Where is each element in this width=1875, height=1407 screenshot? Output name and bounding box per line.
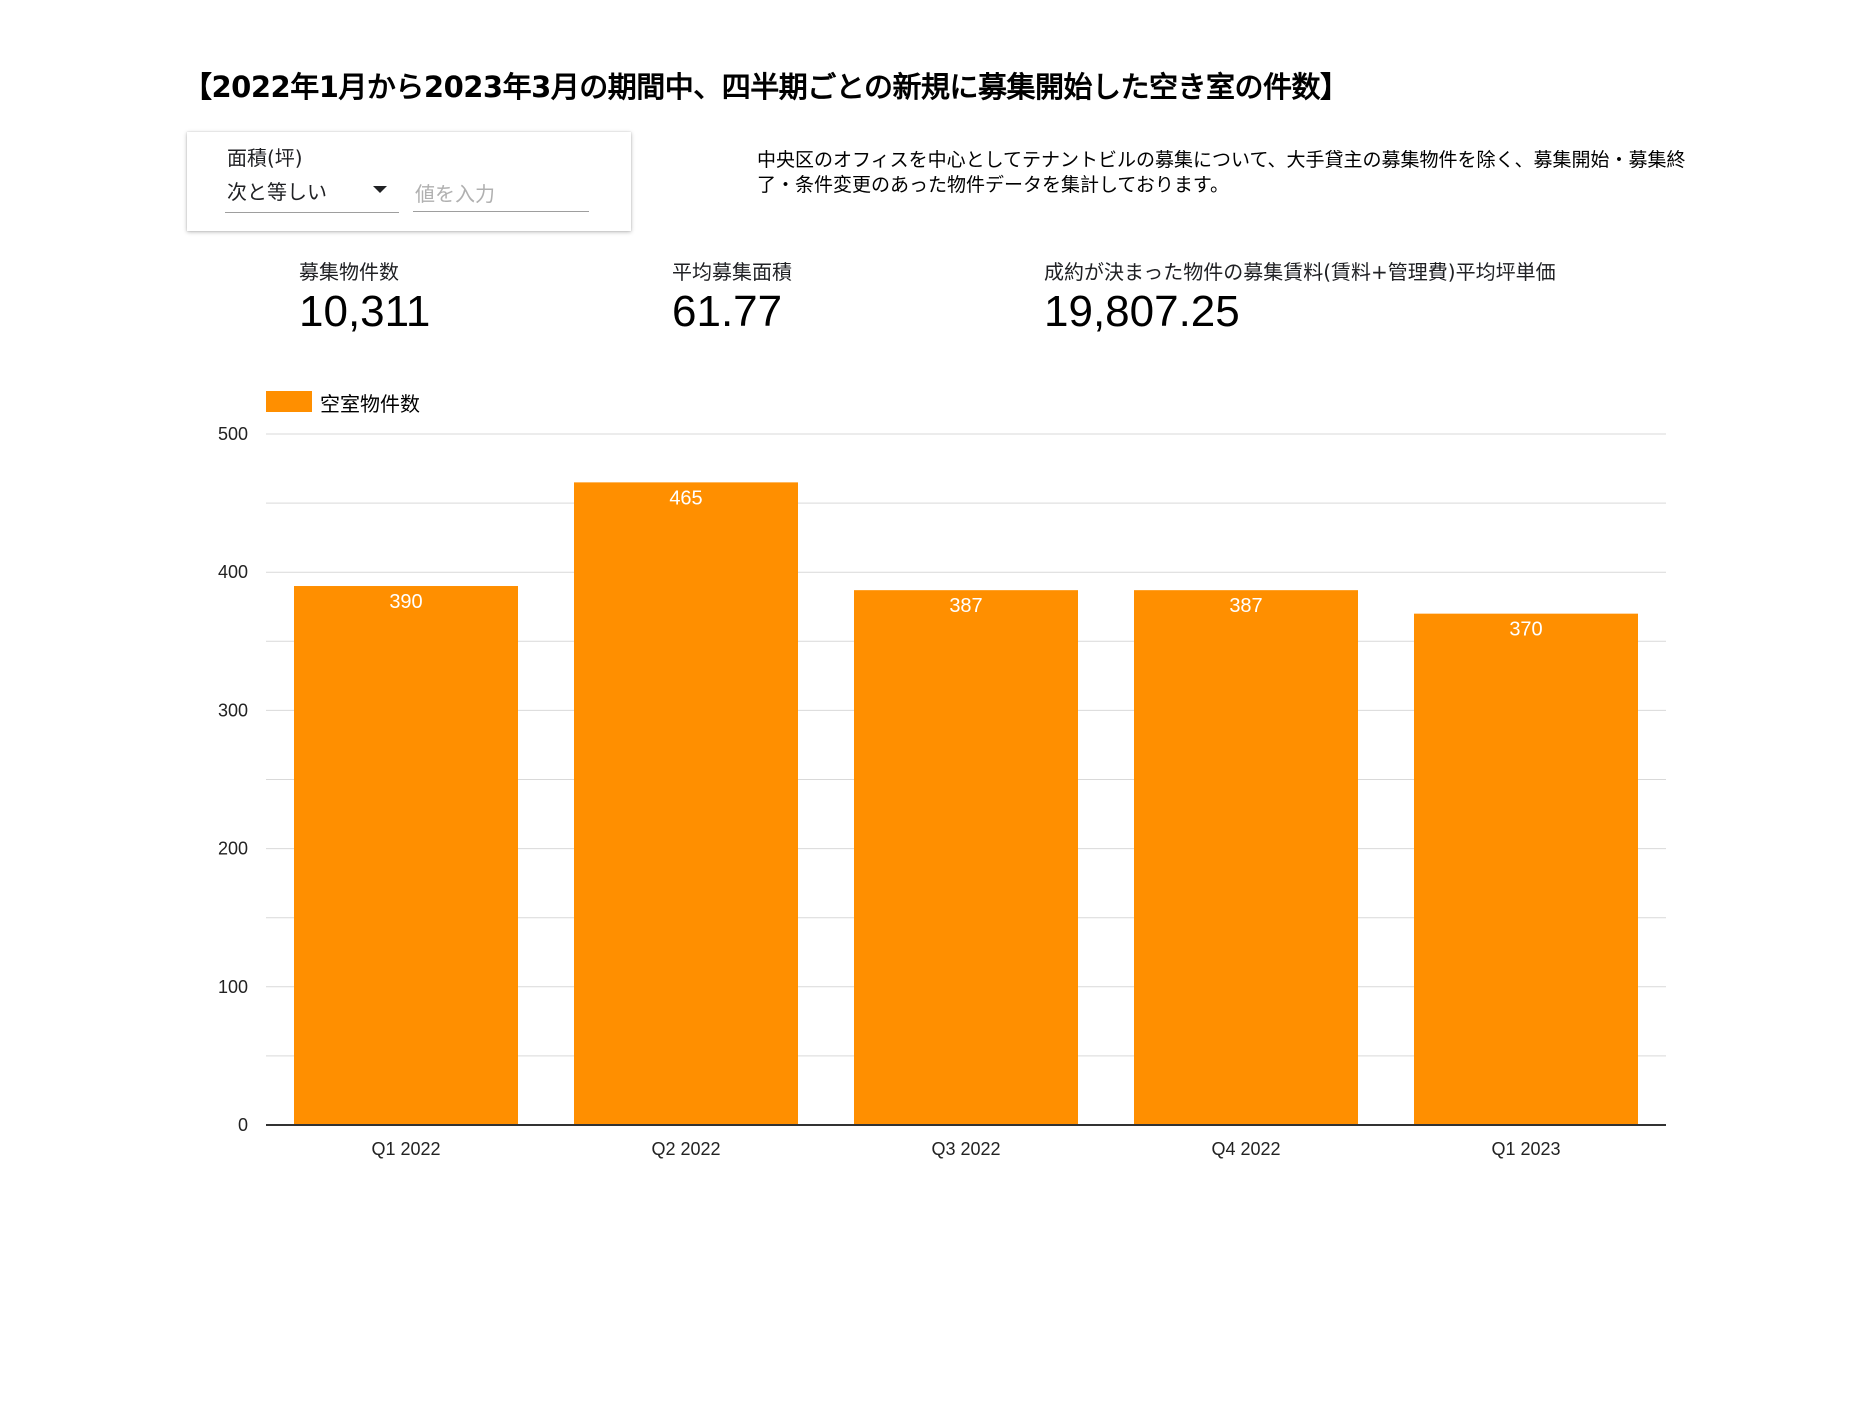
y-tick-label: 400 — [218, 562, 248, 582]
kpi-label: 成約が決まった物件の募集賃料(賃料+管理費)平均坪単価 — [1044, 260, 1556, 284]
bar-value-label: 370 — [1509, 619, 1542, 641]
kpi-average-rent-per-tsubo: 成約が決まった物件の募集賃料(賃料+管理費)平均坪単価 19,807.25 — [1044, 256, 1556, 337]
kpi-average-area: 平均募集面積 61.77 — [672, 256, 792, 337]
caret-down-icon — [373, 186, 387, 193]
y-tick-label: 300 — [218, 700, 248, 720]
x-tick-label: Q2 2022 — [651, 1139, 720, 1159]
y-tick-label: 500 — [218, 424, 248, 444]
y-tick-label: 100 — [218, 977, 248, 997]
y-tick-label: 200 — [218, 839, 248, 859]
kpi-value: 19,807.25 — [1044, 287, 1240, 336]
x-tick-label: Q3 2022 — [931, 1139, 1000, 1159]
kpi-listing-count: 募集物件数 10,311 — [299, 256, 430, 337]
page-title: 【2022年1月から2023年3月の期間中、四半期ごとの新規に募集開始した空き室… — [183, 70, 1349, 104]
kpi-value: 61.77 — [672, 287, 783, 336]
filter-label: 面積(坪) — [227, 146, 303, 170]
x-tick-label: Q4 2022 — [1211, 1139, 1280, 1159]
kpi-value: 10,311 — [299, 287, 431, 336]
x-tick-label: Q1 2023 — [1491, 1139, 1560, 1159]
area-filter-control: 面積(坪) 次と等しい — [187, 132, 631, 231]
bar — [294, 586, 518, 1125]
x-tick-label: Q1 2022 — [371, 1139, 440, 1159]
description-text: 中央区のオフィスを中心としてテナントビルの募集について、大手貸主の募集物件を除く… — [757, 149, 1686, 196]
bar-value-label: 465 — [669, 487, 702, 509]
operator-dropdown[interactable]: 次と等しい — [225, 176, 399, 213]
y-tick-label: 0 — [238, 1115, 248, 1135]
bar-value-label: 387 — [1229, 595, 1262, 617]
bar — [1414, 613, 1638, 1125]
kpi-label: 募集物件数 — [299, 260, 399, 284]
bar — [574, 482, 798, 1125]
bar-value-label: 387 — [949, 595, 982, 617]
filter-value-input[interactable] — [413, 176, 589, 212]
legend-swatch — [266, 391, 312, 412]
bar — [854, 590, 1078, 1125]
bar — [1134, 590, 1358, 1125]
kpi-label: 平均募集面積 — [672, 260, 792, 284]
operator-dropdown-value: 次と等しい — [227, 180, 327, 204]
bar-value-label: 390 — [389, 591, 422, 613]
legend-label: 空室物件数 — [320, 392, 420, 416]
